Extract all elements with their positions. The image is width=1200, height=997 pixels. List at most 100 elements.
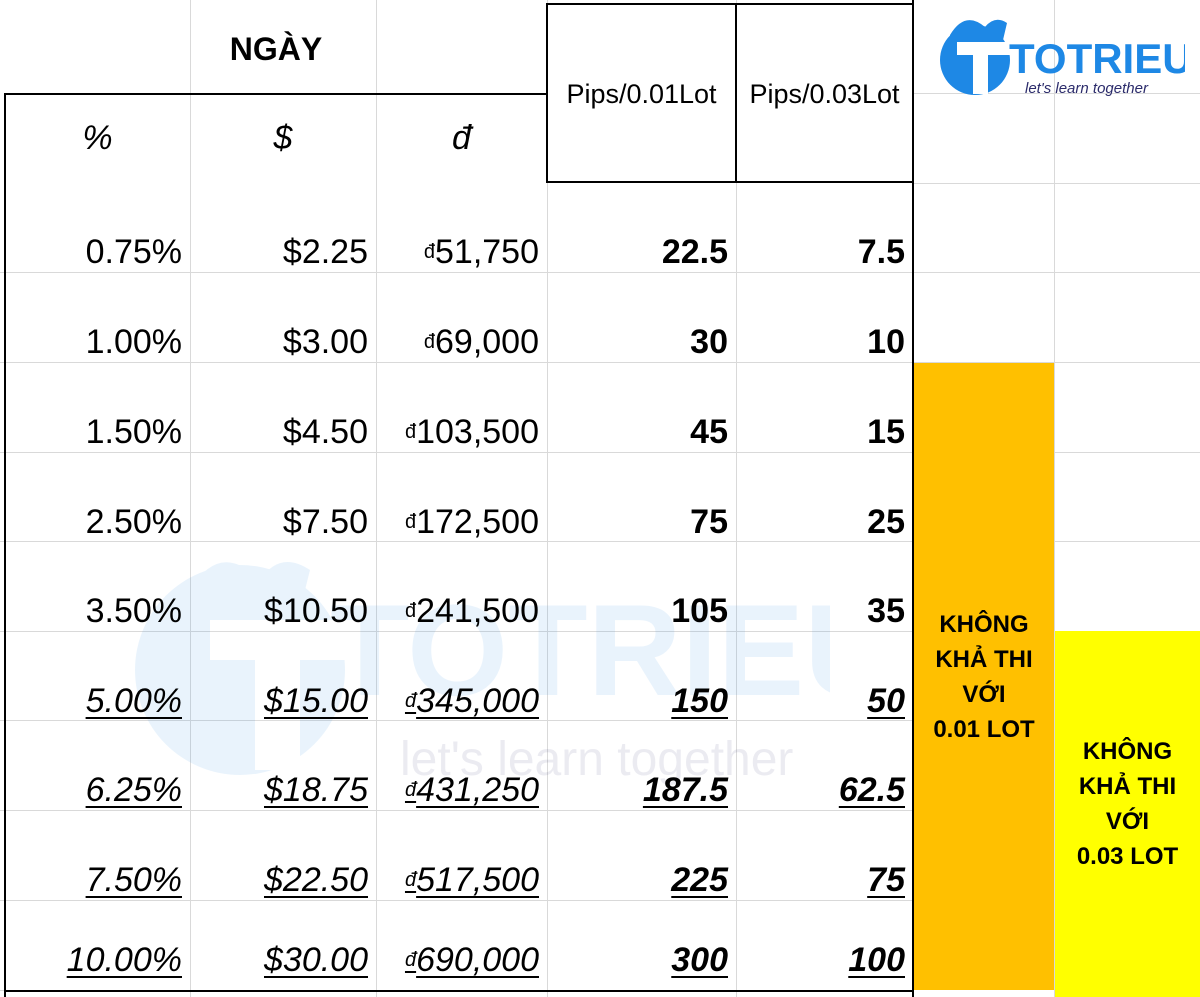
gridline — [913, 541, 1200, 542]
cell-dong: đ 103,500 — [376, 387, 547, 477]
note-line: VỚI — [1105, 808, 1150, 835]
gridline — [913, 183, 1200, 184]
border — [546, 3, 548, 183]
dong-symbol: đ — [404, 689, 417, 712]
svg-text:let's learn together: let's learn together — [1025, 80, 1149, 97]
gridline — [0, 900, 913, 901]
cell-dong: đ 51,750 — [376, 207, 547, 297]
dong-value: 172,500 — [416, 502, 539, 541]
gridline — [547, 0, 548, 997]
dong-value: 431,250 — [416, 770, 539, 809]
gridline — [0, 362, 913, 363]
cell-pips-003: 50 — [867, 681, 905, 720]
cell-percent: 3.50% — [85, 591, 182, 630]
dong-symbol: đ — [404, 510, 417, 533]
border — [4, 93, 6, 997]
gridline — [376, 0, 377, 997]
cell-pips-001: 300 — [671, 940, 728, 979]
note-not-feasible-003: KHÔNG KHẢ THI VỚI 0.03 LOT — [1055, 631, 1200, 997]
cell-pips-001: 105 — [671, 591, 728, 630]
cell-pips-001: 22.5 — [661, 232, 728, 271]
cell-dollar: $2.25 — [282, 232, 368, 271]
cell-pips-001: 225 — [671, 860, 728, 899]
cell-percent: 2.50% — [85, 502, 182, 541]
note-line: KHẢ THI — [935, 645, 1033, 673]
gridline — [0, 810, 913, 811]
gridline — [913, 362, 1200, 363]
cell-percent: 6.25% — [85, 770, 182, 809]
border — [5, 93, 547, 95]
svg-text:TOTRIEU: TOTRIEU — [1009, 35, 1185, 82]
gridline — [0, 452, 913, 453]
cell-dong: đ 241,500 — [376, 566, 547, 656]
gridline — [190, 0, 191, 997]
dong-value: 241,500 — [416, 591, 539, 630]
header-ngay: NGÀY — [229, 30, 323, 67]
cell-pips-003: 62.5 — [838, 770, 905, 809]
dong-value: 51,750 — [435, 232, 539, 271]
gridline — [0, 541, 913, 542]
gridline — [0, 720, 913, 721]
header-percent: % — [82, 118, 113, 157]
dong-symbol: đ — [423, 330, 435, 353]
gridline — [0, 272, 913, 273]
cell-dollar: $30.00 — [264, 940, 368, 979]
note-line: KHÔNG — [939, 610, 1029, 638]
cell-pips-003: 75 — [867, 860, 905, 899]
cell-pips-001: 45 — [690, 412, 728, 451]
cell-pips-003: 100 — [848, 940, 905, 979]
totrieu-logo: TOTRIEU let's learn together — [940, 19, 1185, 97]
dong-value: 517,500 — [416, 860, 539, 899]
cell-pips-003: 7.5 — [857, 232, 905, 271]
cell-dong: đ 517,500 — [376, 835, 547, 925]
cell-dollar: $22.50 — [264, 860, 368, 899]
dong-symbol: đ — [423, 240, 435, 263]
cell-pips-001: 30 — [690, 322, 728, 361]
border — [4, 990, 913, 992]
border — [547, 181, 913, 183]
cell-percent: 5.00% — [85, 681, 182, 720]
header-pips-001: Pips/0.01Lot — [566, 78, 717, 109]
dong-symbol: đ — [404, 948, 417, 971]
header-dollar: $ — [273, 118, 293, 157]
gridline — [736, 0, 737, 997]
dong-value: 103,500 — [416, 412, 539, 451]
cell-dollar: $15.00 — [264, 681, 368, 720]
dong-symbol: đ — [404, 420, 417, 443]
cell-percent: 1.50% — [85, 412, 182, 451]
cell-dollar: $3.00 — [282, 322, 368, 361]
cell-dong: đ 345,000 — [376, 656, 547, 746]
cell-dollar: $10.50 — [264, 591, 368, 630]
cell-dollar: $7.50 — [282, 502, 368, 541]
note-line: VỚI — [962, 680, 1006, 708]
cell-percent: 1.00% — [85, 322, 182, 361]
dong-symbol: đ — [404, 868, 417, 891]
gridline — [0, 631, 913, 632]
note-line: 0.01 LOT — [933, 715, 1035, 743]
cell-pips-003: 10 — [867, 322, 905, 361]
cell-dong: đ 690,000 — [376, 915, 547, 997]
cell-pips-001: 75 — [690, 502, 728, 541]
header-dong: đ — [452, 118, 471, 157]
dong-symbol: đ — [404, 599, 417, 622]
border — [912, 0, 914, 997]
dong-value: 345,000 — [416, 681, 539, 720]
header-pips-003: Pips/0.03Lot — [749, 78, 900, 109]
gridline — [1054, 0, 1055, 997]
dong-value: 69,000 — [435, 322, 539, 361]
note-not-feasible-001: KHÔNG KHẢ THI VỚI 0.01 LOT — [914, 363, 1054, 990]
cell-dollar: $18.75 — [264, 770, 368, 809]
cell-percent: 10.00% — [66, 940, 182, 979]
cell-dong: đ 172,500 — [376, 477, 547, 567]
gridline — [913, 452, 1200, 453]
cell-pips-003: 35 — [867, 591, 905, 630]
cell-pips-001: 150 — [671, 681, 728, 720]
note-line: 0.03 LOT — [1076, 843, 1179, 870]
cell-dong: đ 69,000 — [376, 297, 547, 387]
gridline — [913, 93, 1200, 94]
border — [735, 3, 737, 183]
border — [547, 3, 913, 5]
cell-pips-001: 187.5 — [642, 770, 728, 809]
note-line: KHÔNG — [1082, 738, 1173, 765]
